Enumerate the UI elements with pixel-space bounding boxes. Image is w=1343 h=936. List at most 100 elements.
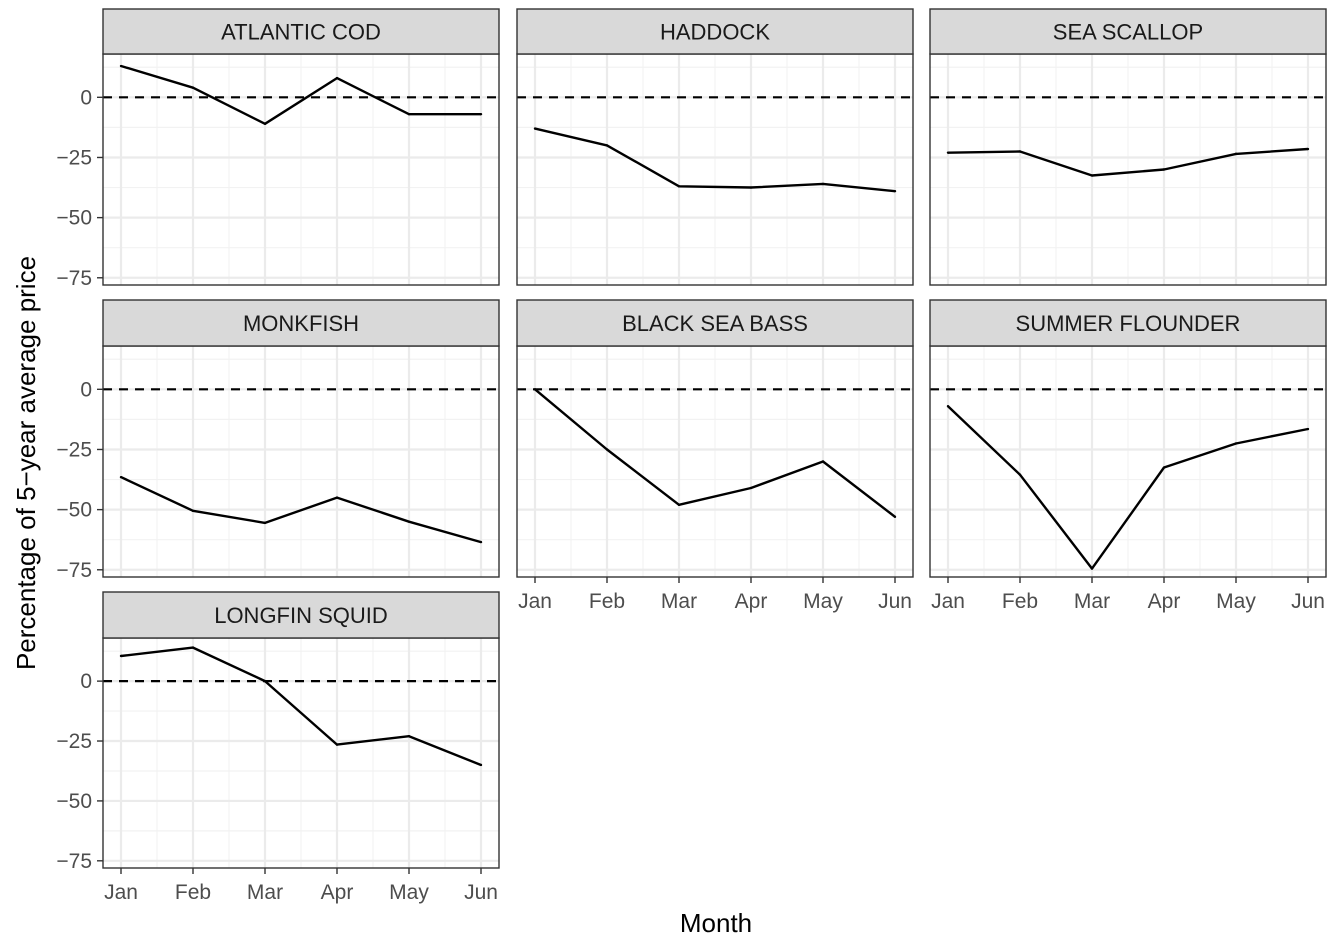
facet-strip [516, 299, 914, 347]
facet-title: LONGFIN SQUID [214, 603, 388, 628]
facet-atlantic-cod: ATLANTIC COD 0 −25 −50 −75 [56, 8, 500, 290]
data-point [749, 486, 753, 490]
facet-strip [929, 8, 1327, 55]
facet-sea-scallop: SEA SCALLOP [929, 8, 1327, 286]
y-axis-title: Percentage of 5−year average price [11, 256, 41, 670]
y-tick-label: 0 [80, 86, 92, 109]
data-point [335, 76, 339, 80]
data-point [119, 475, 123, 479]
y-tick-label: −25 [56, 146, 92, 169]
x-tick-label: May [1216, 590, 1256, 613]
data-point [1090, 174, 1094, 177]
data-point [191, 86, 195, 89]
x-tick-label: Jan [931, 590, 965, 613]
data-point [191, 646, 195, 649]
data-point [263, 521, 267, 525]
data-point [1018, 150, 1022, 153]
y-tick-label: −50 [56, 499, 92, 522]
facet-panels: ATLANTIC COD 0 −25 −50 −75 HADDOCK SEA SCALLOP… [56, 8, 1327, 904]
data-point [119, 654, 123, 658]
facet-strip [929, 299, 1327, 347]
x-tick-label: Jun [878, 590, 912, 613]
x-axis-title: Month [680, 908, 752, 936]
data-point [1306, 427, 1310, 431]
facet-title: SEA SCALLOP [1053, 20, 1203, 45]
data-point [605, 448, 609, 451]
series-line-atlantic-cod [120, 64, 481, 126]
facet-haddock: HADDOCK [516, 8, 914, 286]
data-point [335, 743, 339, 746]
x-tick-label: Feb [1002, 590, 1038, 613]
data-point [821, 182, 825, 186]
y-tick-label: −75 [56, 559, 92, 582]
series-line-haddock [534, 127, 896, 193]
data-point [1162, 466, 1166, 469]
data-point [893, 189, 897, 193]
y-tick-label: 0 [80, 378, 92, 401]
data-point [263, 679, 267, 683]
series-line-monkfish [120, 476, 482, 544]
facet-strip [102, 591, 500, 639]
data-point [677, 185, 681, 188]
data-point [479, 540, 483, 544]
facet-title: HADDOCK [660, 20, 770, 45]
facet-black-sea-bass: BLACK SEA BASS Jan Feb Mar Apr May Jun [516, 299, 914, 613]
y-tick-label: 0 [80, 670, 92, 693]
data-point [479, 763, 483, 767]
y-tick-label: −25 [56, 438, 92, 461]
x-tick-label: Jan [104, 881, 138, 904]
data-point [335, 496, 339, 499]
y-tick-label: −25 [56, 730, 92, 753]
data-point [1234, 442, 1238, 445]
x-tick-label: May [803, 590, 843, 613]
data-point [119, 64, 123, 68]
data-point [533, 127, 537, 130]
x-tick-label: Mar [1074, 590, 1110, 613]
data-point [407, 520, 411, 523]
data-point [1090, 567, 1094, 570]
y-tick-label: −50 [56, 207, 92, 230]
facet-strip [102, 299, 500, 347]
data-point [821, 460, 825, 463]
data-point [946, 151, 950, 154]
facet-title: SUMMER FLOUNDER [1016, 311, 1241, 336]
facet-strip [102, 8, 500, 55]
data-point [749, 186, 753, 189]
data-point [191, 509, 195, 513]
facet-summer-flounder: SUMMER FLOUNDER Jan Feb Mar Apr May Jun [929, 299, 1327, 613]
x-tick-label: Mar [661, 590, 697, 613]
data-point [677, 503, 681, 507]
data-point [893, 515, 897, 519]
x-tick-label: Jun [464, 881, 498, 904]
x-tick-label: Feb [589, 590, 625, 613]
x-tick-label: Mar [247, 881, 283, 904]
facet-longfin-squid: LONGFIN SQUID 0 −25 −50 −75 Jan Feb Mar Apr May Ju… [56, 591, 500, 904]
x-tick-label: Apr [735, 590, 768, 613]
data-point [1162, 168, 1166, 171]
y-tick-label: −75 [56, 850, 92, 873]
facet-monkfish: MONKFISH 0 −25 −50 −75 [56, 299, 500, 582]
data-point [263, 122, 267, 125]
x-tick-label: Jan [518, 590, 552, 613]
data-point [407, 735, 411, 738]
data-point [1018, 473, 1022, 476]
data-point [1234, 152, 1238, 156]
data-point [946, 404, 950, 408]
series-line-summer-flounder [947, 405, 1309, 570]
y-tick-label: −50 [56, 790, 92, 813]
y-tick-label: −75 [56, 267, 92, 290]
data-point [407, 112, 411, 116]
x-tick-label: May [389, 881, 429, 904]
x-tick-label: Jun [1291, 590, 1325, 613]
series-line-black-sea-bass [534, 388, 896, 518]
data-point [1306, 147, 1310, 151]
data-point [605, 144, 609, 147]
facet-strip [516, 8, 914, 55]
facet-title: BLACK SEA BASS [622, 311, 808, 336]
x-tick-label: Apr [321, 881, 354, 904]
series-line-sea-scallop [947, 147, 1309, 177]
data-point [533, 388, 537, 391]
data-point [479, 112, 483, 116]
series-line-longfin-squid [120, 646, 482, 767]
